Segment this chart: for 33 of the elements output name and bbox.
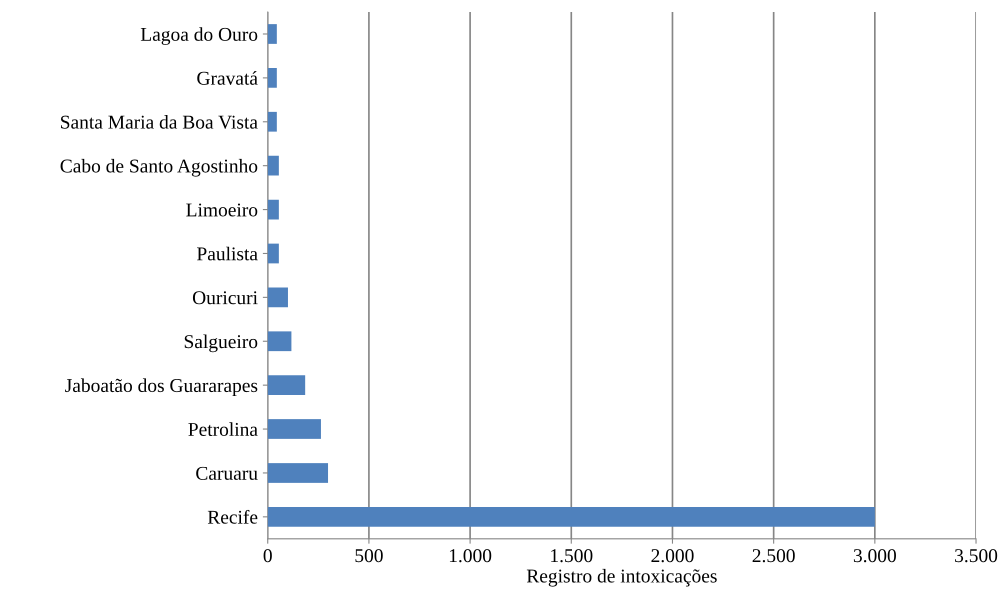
bar [268,156,279,176]
x-tick-label: 2.500 [752,549,795,562]
x-tick-label: 3.000 [854,549,896,562]
x-axis-title: Registro de intoxicações [526,568,717,587]
y-tick-label: Ouricuri [192,291,258,304]
bar [268,112,277,132]
x-tick-label: 1.000 [450,549,492,562]
bar [268,419,321,439]
bar [268,200,279,220]
y-tick-label: Limoeiro [186,203,258,217]
y-tick-label: Gravatá [197,71,258,85]
bar [268,331,292,352]
bar [268,463,328,483]
bar [268,68,277,88]
y-tick-label: Jaboatão dos Guararapes [65,378,258,396]
y-tick-label: Recife [208,510,258,524]
x-tick-label: 1.500 [551,549,592,562]
bar [268,24,277,44]
x-tick-label: 500 [355,549,383,562]
y-tick-label: Santa Maria da Boa Vista [61,115,258,129]
x-tick-label: 2.000 [651,549,694,562]
bar [268,287,288,308]
y-tick-label: Salgueiro [184,334,258,352]
x-tick-label: 3.500 [955,549,998,562]
y-tick-label: Caruaru [196,466,258,480]
x-tick-label: 0 [264,549,272,562]
y-tick-label: Paulista [196,246,258,260]
bar [268,244,279,264]
y-tick-label: Cabo de Santo Agostinho [60,158,258,177]
y-tick-label: Lagoa do Ouro [140,27,258,45]
y-tick-label: Petrolina [188,422,258,436]
bar [268,375,306,396]
bar [268,506,875,527]
